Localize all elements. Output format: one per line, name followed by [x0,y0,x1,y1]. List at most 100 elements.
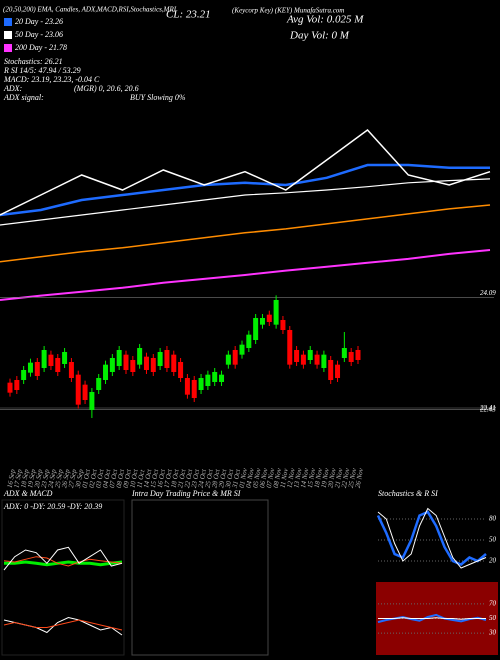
macd: MACD: 23.19, 23.23, -0.04 C [3,75,100,84]
candle-body [150,358,156,372]
avg-vol: Avg Vol: 0.025 M [286,14,364,26]
x-tick-label: 09 Oct [122,468,133,489]
y-tick-label: 50 [489,536,497,544]
candle-body [143,356,149,370]
legend-swatch [4,31,12,39]
close-price: CL: 23.21 [166,9,211,21]
x-tick-label: 14 Nov [299,467,311,489]
x-tick-label: 14 Oct [142,468,153,489]
candle-body [34,362,40,376]
candle-body [300,354,306,365]
series-line [0,163,490,217]
candle-body [41,350,47,368]
x-tick-label: 25 Oct [204,468,215,489]
x-tick-label: 22 Nov [340,467,352,489]
candle-body [191,380,197,398]
x-tick-label: 08 Nov [272,467,284,489]
y-tick-label: 30 [488,629,497,637]
candle-body [246,334,252,348]
x-tick-label: 30 Sep [74,468,85,489]
candle-body [321,354,327,368]
indicators: (20,50,200) EMA, Candles, ADX,MACD,RSI,S… [3,6,177,14]
candle-body [219,374,225,382]
series-line [378,617,486,620]
candle-body [266,314,272,322]
x-tick-label: 29 Oct [217,468,228,489]
candle-body [259,318,265,325]
candle-body [335,364,341,378]
x-tick-label: 21 Oct [176,468,187,489]
candle-body [287,330,293,365]
candle-body [239,344,245,355]
candle-body [109,358,115,372]
series-line [3,619,123,631]
series-line [0,128,491,216]
candle-body [48,354,54,366]
y-tick-label: 22.43 [480,406,496,414]
x-tick-label: 20 Nov [326,467,338,489]
x-tick-label: 27 Sep [67,468,78,488]
candle-body [253,318,259,340]
x-tick-label: 07 Oct [108,468,119,489]
candle-body [123,354,129,370]
series-line [4,560,123,567]
candle-body [14,380,20,390]
x-tick-label: 17 Sep [12,468,23,488]
legend-label: 200 Day - 21.78 [15,43,67,52]
x-tick-label: 20 Sep [33,468,44,488]
rsi: R SI 14/5: 47.94 / 53.29 [3,66,81,75]
adx-label: ADX: [3,84,23,93]
x-tick-label: 04 Oct [101,468,112,489]
x-tick-label: 06 Nov [258,467,270,489]
panel-title: ADX & MACD [3,489,53,498]
candle-body [225,354,231,365]
x-tick-label: 11 Nov [279,467,290,488]
company: (Keycorp Key) (KEY) MunafaSutra.com [232,7,344,15]
x-tick-label: 18 Oct [169,468,180,489]
x-tick-label: 26 Sep [60,468,71,488]
series-line [0,249,491,301]
x-tick-label: 25 Nov [347,467,359,489]
x-tick-label: 16 Sep [6,468,17,488]
candle-body [355,350,361,360]
candle-body [103,364,109,380]
x-tick-label: 19 Nov [320,467,332,489]
x-tick-label: 15 Nov [306,467,318,489]
x-tick-label: 24 Sep [47,468,58,488]
x-tick-label: 04 Nov [244,467,256,489]
x-tick-label: 23 Sep [40,468,51,488]
adx-signal-value: BUY Slowing 0% [130,93,186,102]
x-tick-label: 13 Nov [292,467,304,489]
x-tick-label: 08 Oct [115,468,126,489]
legend-swatch [4,44,12,52]
candle-body [232,350,238,365]
candle-body [280,320,286,330]
x-tick-label: 07 Nov [265,467,277,489]
candle-body [198,378,204,390]
y-tick-label: 80 [489,515,497,523]
candle-body [75,374,81,405]
candle-body [178,362,184,378]
y-tick-label: 24.09 [480,289,496,297]
panel-subtitle: ADX: 0 -DY: 20.59 -DY: 20.39 [3,502,102,511]
y-tick-label: 20 [489,557,497,565]
candle-body [137,348,143,365]
candle-body [82,384,88,400]
x-tick-label: 17 Oct [163,468,174,489]
x-tick-label: 10 Oct [128,468,139,489]
candle-body [184,378,190,395]
series-line [376,510,487,566]
panel-title: Intra Day Trading Price & MR SI [131,489,241,498]
x-tick-label: 15 Oct [149,468,160,489]
y-tick-label: 50 [489,614,497,622]
x-tick-label: 05 Nov [251,467,263,489]
candle-body [21,370,27,380]
x-tick-label: 21 Nov [333,467,345,489]
x-tick-label: 24 Oct [197,468,208,489]
adx-frame [1,499,125,656]
x-tick-label: 01 Oct [81,468,92,489]
x-tick-label: 12 Nov [285,467,297,489]
candle-body [205,374,211,386]
series-line [3,556,123,567]
